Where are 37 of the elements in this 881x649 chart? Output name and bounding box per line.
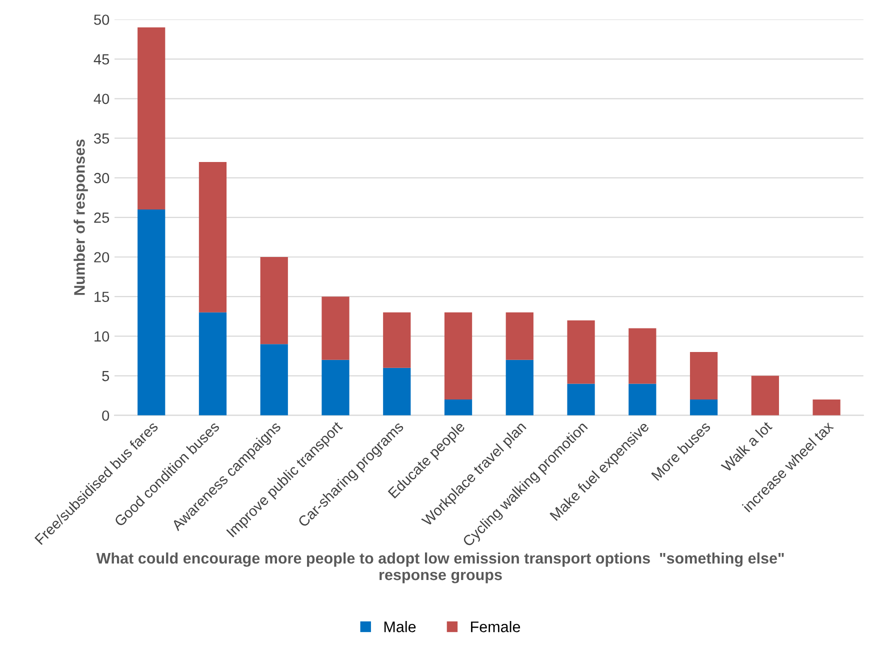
y-tick-label: 30 <box>94 172 110 184</box>
legend-label: Male <box>384 621 416 632</box>
bar <box>322 360 350 416</box>
bar <box>812 400 840 416</box>
x-axis-title: What could encourage more people to adopt low emission transport options "something else" response groups <box>96 552 784 584</box>
bar <box>567 320 595 384</box>
bar <box>138 27 166 210</box>
bar <box>198 312 227 416</box>
bar <box>567 384 595 416</box>
bar <box>628 328 656 384</box>
legend-label: Female <box>471 621 520 632</box>
bar <box>383 312 411 368</box>
y-tick-label: 50 <box>94 14 110 25</box>
bar <box>444 312 472 400</box>
bar <box>751 376 779 416</box>
bar <box>444 400 472 416</box>
y-tick-label: 10 <box>94 331 110 342</box>
y-tick-label: 5 <box>102 371 110 382</box>
bar <box>383 368 411 416</box>
bar <box>628 384 656 416</box>
y-tick-label: 40 <box>94 94 110 104</box>
bar <box>198 162 227 312</box>
y-axis-title: Number of responses <box>74 140 88 295</box>
y-tick-label: 45 <box>94 54 110 64</box>
y-tick-label: 35 <box>94 133 110 144</box>
bar <box>690 352 718 400</box>
y-tick-label: 15 <box>94 292 110 302</box>
y-tick-label: 0 <box>102 410 110 421</box>
y-tick-label: 25 <box>94 212 110 223</box>
bar <box>260 344 288 416</box>
y-tick-label: 20 <box>94 252 110 262</box>
bar <box>506 360 534 416</box>
bar <box>260 257 288 344</box>
bar <box>690 400 718 416</box>
bar <box>506 312 534 360</box>
bar <box>322 296 350 360</box>
bar <box>138 209 166 416</box>
